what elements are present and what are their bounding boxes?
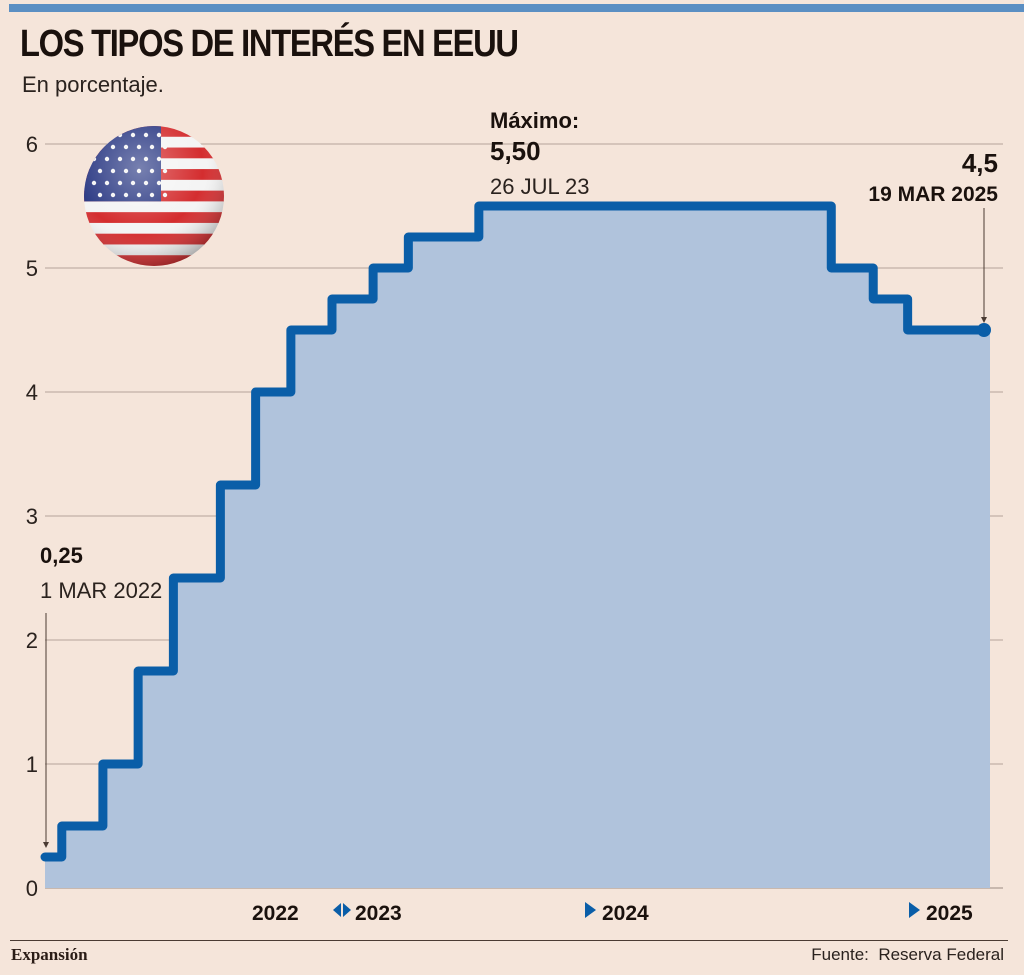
y-axis: 0 1 2 3 4 5 6 bbox=[26, 132, 38, 901]
x-tick-label: 2023 bbox=[355, 902, 402, 925]
annotation-start: 0,25 1 MAR 2022 bbox=[40, 543, 162, 848]
annotation-end-value: 4,5 bbox=[962, 148, 998, 178]
chart-subtitle: En porcentaje. bbox=[22, 72, 164, 97]
series-line bbox=[40, 201, 989, 862]
annotation-end-date: 19 MAR 2025 bbox=[868, 183, 998, 206]
y-tick-label: 3 bbox=[26, 504, 38, 529]
y-tick-label: 2 bbox=[26, 628, 38, 653]
annotation-start-value: 0,25 bbox=[40, 543, 83, 568]
annotation-max-date: 26 JUL 23 bbox=[490, 174, 589, 199]
year-marker-right bbox=[343, 903, 351, 917]
x-axis: 2022 2023 2024 2025 bbox=[252, 902, 973, 925]
accent-bar bbox=[9, 4, 1024, 12]
source-note: Fuente: Reserva Federal bbox=[811, 945, 1004, 964]
year-marker-right bbox=[909, 902, 920, 918]
series-area bbox=[45, 206, 990, 888]
year-marker-left bbox=[333, 903, 341, 917]
annotation-start-date: 1 MAR 2022 bbox=[40, 578, 162, 603]
year-marker-right bbox=[585, 902, 596, 918]
y-tick-label: 6 bbox=[26, 132, 38, 157]
brand-logo: Expansión bbox=[11, 945, 88, 964]
chart-title: LOS TIPOS DE INTERÉS EN EEUU bbox=[20, 23, 519, 65]
annotation-end: 4,5 19 MAR 2025 bbox=[868, 148, 998, 323]
annotation-max: Máximo: 5,50 26 JUL 23 bbox=[490, 108, 589, 199]
x-tick-label: 2024 bbox=[602, 902, 649, 925]
x-tick-label: 2025 bbox=[926, 902, 973, 925]
y-tick-label: 0 bbox=[26, 876, 38, 901]
us-flag-icon bbox=[84, 126, 224, 266]
annotation-max-title: Máximo: bbox=[490, 108, 579, 133]
x-tick-label: 2022 bbox=[252, 902, 299, 925]
footer-divider bbox=[10, 940, 1008, 941]
y-tick-label: 1 bbox=[26, 752, 38, 777]
end-point-marker bbox=[977, 323, 991, 337]
y-tick-label: 5 bbox=[26, 256, 38, 281]
y-tick-label: 4 bbox=[26, 380, 38, 405]
annotation-max-value: 5,50 bbox=[490, 136, 541, 166]
